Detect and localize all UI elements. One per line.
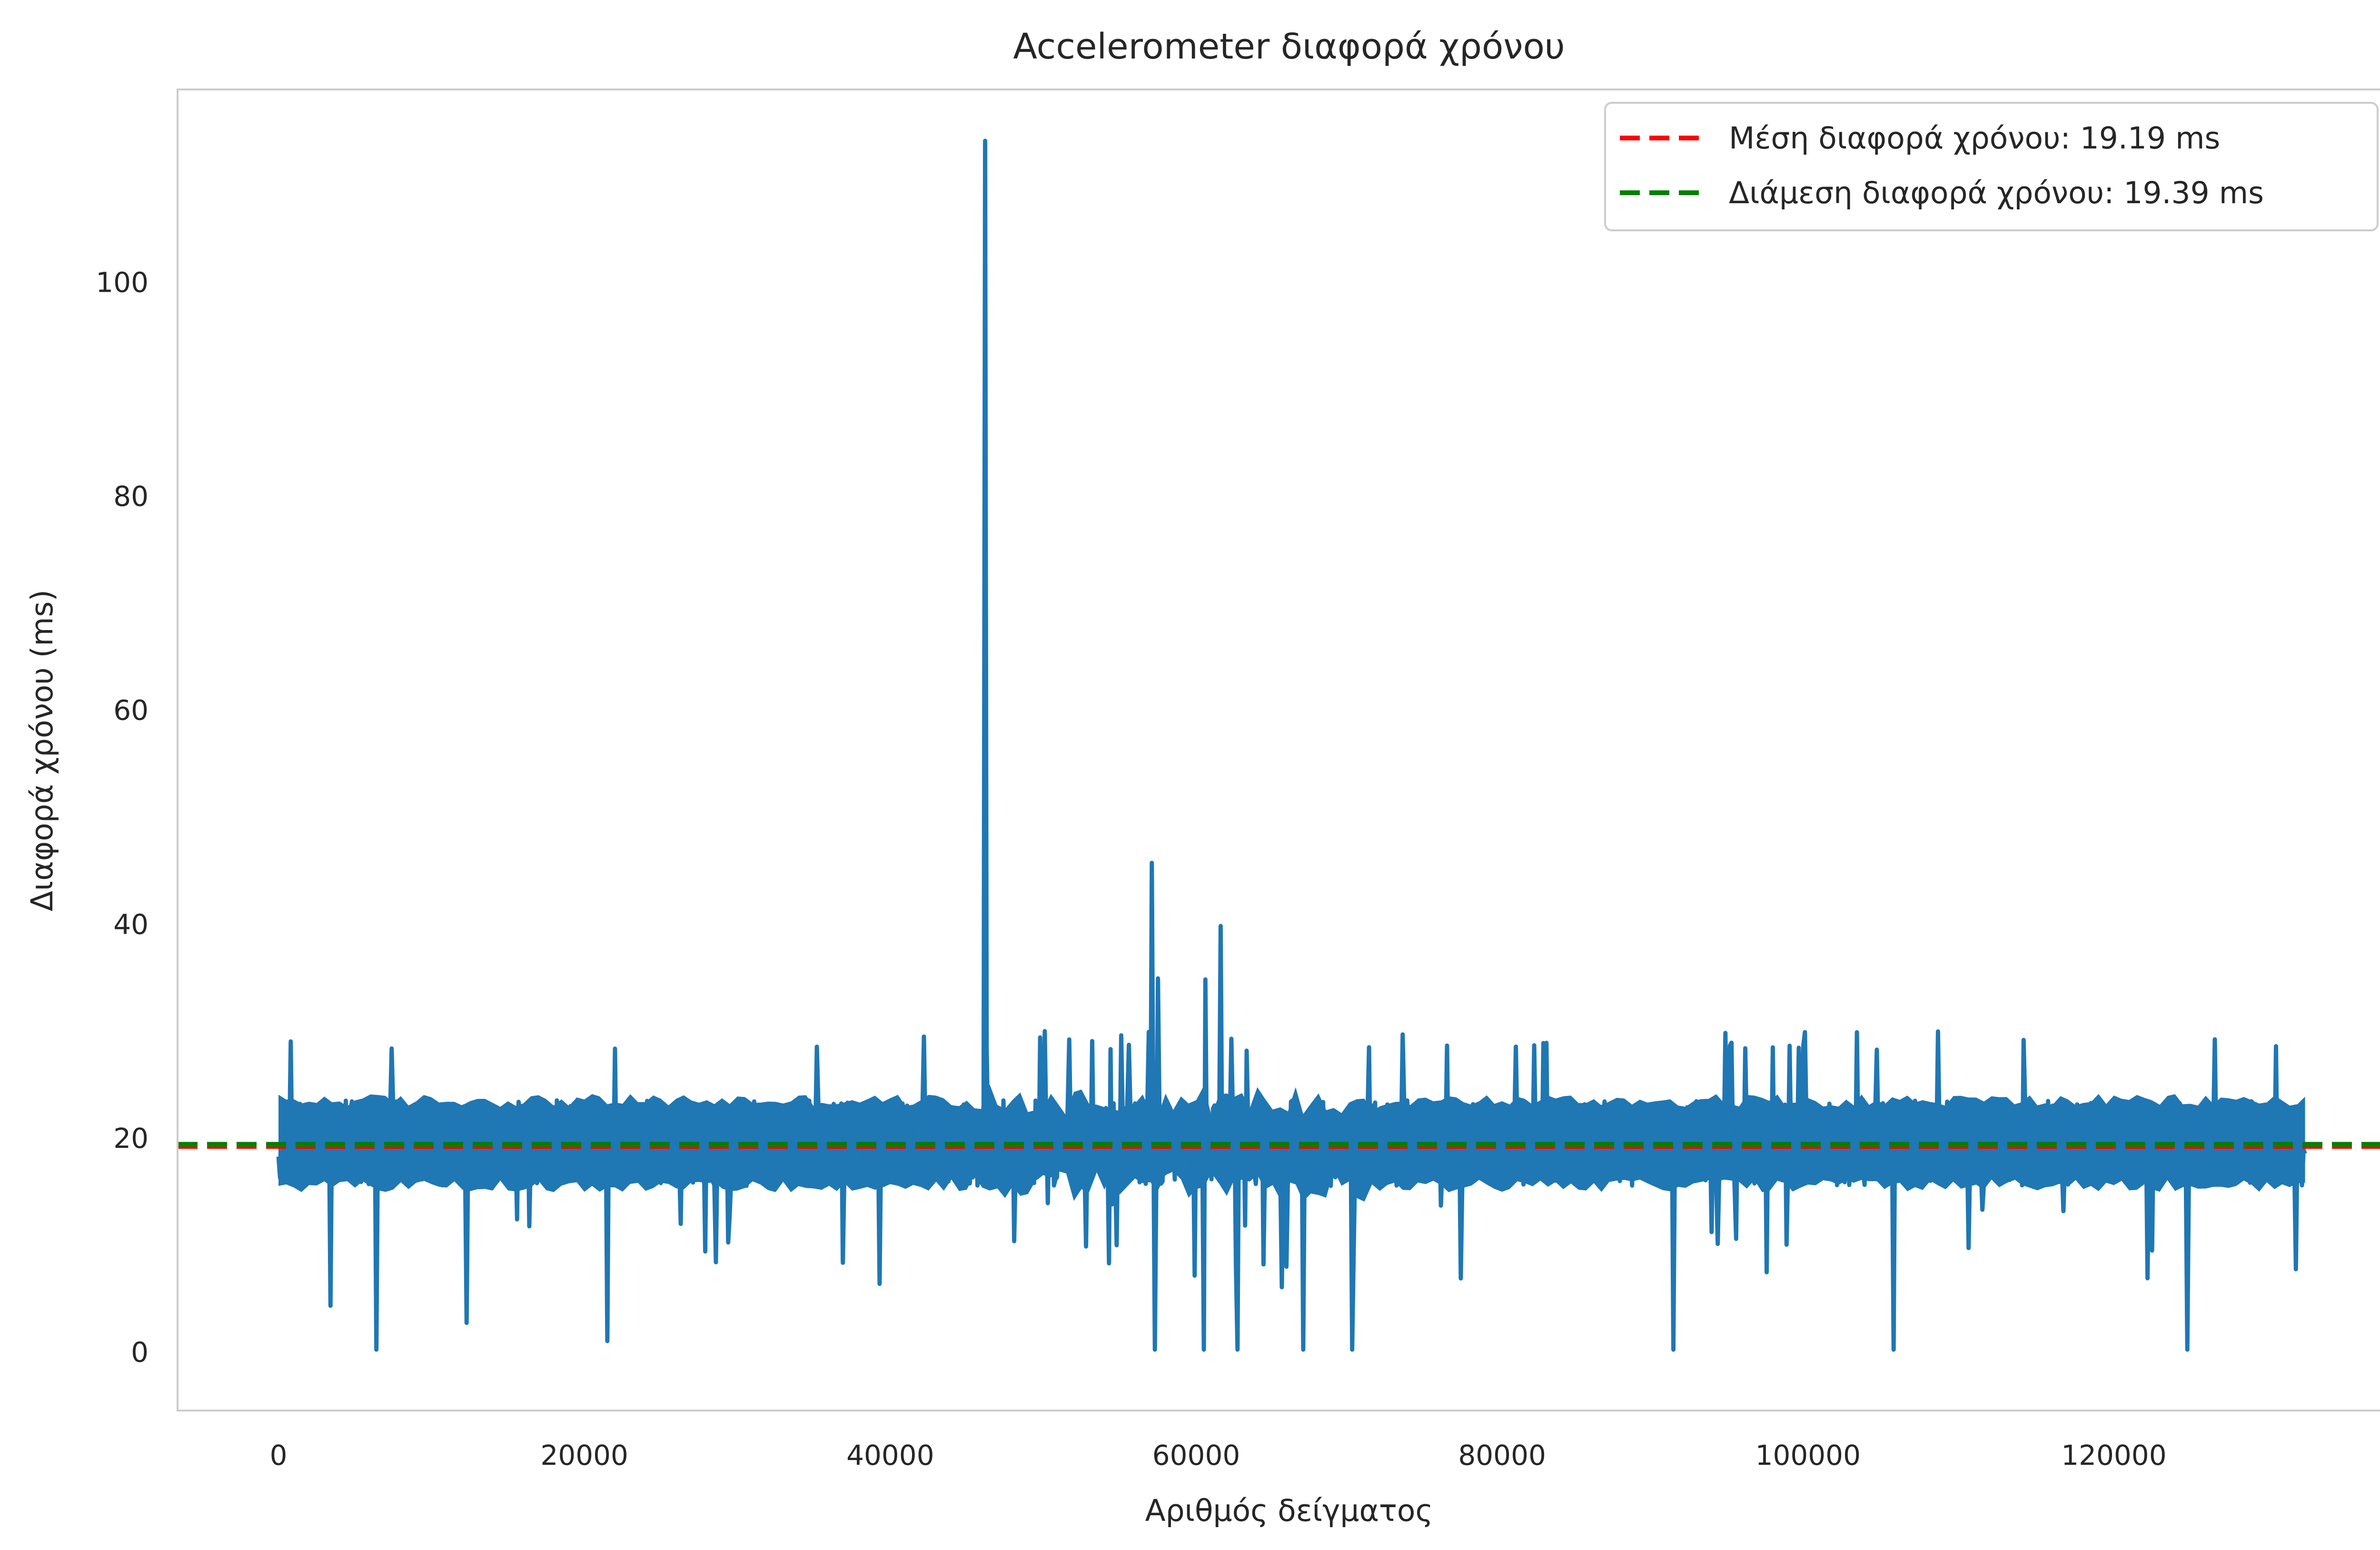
y-tick-label: 60	[113, 694, 149, 727]
chart-title: Accelerometer διαφορά χρόνου	[1013, 26, 1565, 67]
y-ticks: 0 20 40 60 80 100	[96, 267, 149, 1369]
y-axis-label: Διαφορά χρόνου (ms)	[25, 590, 60, 911]
legend-mean-label: Μέση διαφορά χρόνου: 19.19 ms	[1729, 121, 2220, 156]
x-tick-label: 0	[270, 1439, 288, 1471]
plot-frame	[177, 89, 2380, 1412]
y-tick-label: 100	[96, 267, 149, 299]
x-tick-label: 60000	[1152, 1439, 1240, 1471]
x-tick-label: 40000	[846, 1439, 934, 1471]
series-line	[276, 138, 2307, 1352]
x-ticks: 0 20000 40000 60000 80000 100000 120000	[270, 1439, 2167, 1471]
x-tick-label: 120000	[2061, 1439, 2166, 1471]
x-tick-label: 100000	[1755, 1439, 1861, 1471]
x-axis-label: Αριθμός δείγματος	[1145, 1493, 1433, 1528]
plot-area	[178, 138, 2380, 1352]
legend: Μέση διαφορά χρόνου: 19.19 ms Διάμεση δι…	[1604, 102, 2379, 231]
x-tick-label: 20000	[540, 1439, 628, 1471]
legend-median-label: Διάμεση διαφορά χρόνου: 19.39 ms	[1729, 176, 2264, 210]
y-tick-label: 40	[113, 908, 149, 940]
y-tick-label: 80	[113, 480, 149, 513]
y-tick-label: 20	[113, 1122, 149, 1155]
legend-frame	[1604, 102, 2379, 231]
x-tick-label: 80000	[1458, 1439, 1546, 1471]
y-tick-label: 0	[131, 1336, 149, 1368]
